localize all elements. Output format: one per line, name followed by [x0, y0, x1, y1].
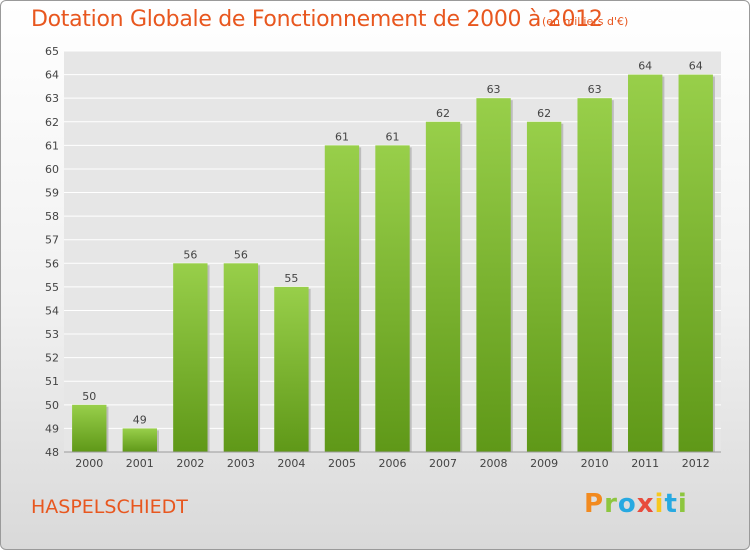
y-tick-label: 48 — [45, 446, 59, 459]
y-tick-label: 57 — [45, 234, 59, 247]
value-label: 63 — [588, 83, 602, 96]
value-label: 64 — [638, 60, 652, 73]
y-tick-label: 50 — [45, 399, 59, 412]
value-label: 49 — [133, 413, 147, 426]
logo-letter: t — [664, 489, 678, 519]
x-tick-label: 2007 — [429, 457, 457, 470]
bar-2007 — [425, 121, 461, 452]
x-tick-label: 2000 — [75, 457, 103, 470]
bar-2005 — [324, 145, 360, 452]
bars — [72, 74, 715, 453]
y-tick-label: 65 — [45, 45, 59, 58]
bar-2006 — [375, 145, 410, 452]
bar-2003 — [223, 263, 259, 452]
value-label: 56 — [183, 248, 197, 261]
x-tick-label: 2012 — [682, 457, 710, 470]
y-tick-label: 64 — [45, 69, 59, 82]
unit-note: (en milliers d'€) — [542, 15, 629, 28]
x-tick-label: 2001 — [126, 457, 154, 470]
commune-name: HASPELSCHIEDT — [31, 496, 188, 518]
value-label: 55 — [284, 272, 298, 285]
x-tick-label: 2003 — [227, 457, 255, 470]
value-label: 61 — [386, 130, 400, 143]
bar-2008 — [476, 98, 511, 453]
x-tick-label: 2011 — [631, 457, 659, 470]
logo-letter: x — [636, 489, 655, 519]
logo-letter: i — [654, 489, 665, 519]
logo-letter: o — [617, 489, 637, 519]
value-label: 56 — [234, 248, 248, 261]
bar-2011 — [628, 74, 663, 453]
y-tick-label: 62 — [45, 116, 59, 129]
y-tick-label: 51 — [45, 375, 59, 388]
y-tick-label: 60 — [45, 163, 59, 176]
bar-2012 — [678, 74, 713, 453]
y-tick-label: 59 — [45, 187, 59, 200]
value-label: 64 — [689, 60, 703, 73]
y-tick-label: 61 — [45, 139, 59, 152]
y-tick-label: 54 — [45, 304, 59, 317]
value-label: 62 — [537, 107, 551, 120]
y-tick-label: 53 — [45, 328, 59, 341]
x-tick-label: 2005 — [328, 457, 356, 470]
logo-letter: P — [584, 489, 605, 519]
value-label: 50 — [82, 390, 96, 403]
x-tick-label: 2004 — [277, 457, 305, 470]
y-tick-label: 49 — [45, 422, 59, 435]
x-tick-label: 2006 — [379, 457, 407, 470]
y-tick-label: 55 — [45, 281, 59, 294]
logo-letter: r — [604, 489, 618, 519]
x-tick-label: 2010 — [581, 457, 609, 470]
x-tick-label: 2009 — [530, 457, 558, 470]
value-label: 61 — [335, 130, 349, 143]
bar-2009 — [526, 121, 562, 452]
bar-2010 — [577, 98, 612, 453]
bar-2001 — [122, 428, 157, 452]
y-tick-label: 58 — [45, 210, 59, 223]
chart-title: Dotation Globale de Fonctionnement de 20… — [31, 7, 603, 32]
logo-letter: i — [677, 489, 688, 519]
x-tick-labels: 2000 2001 2002 2003 2004 2005 2006 2007 2008 2009… — [75, 457, 709, 470]
x-tick-label: 2002 — [176, 457, 204, 470]
bar-2000 — [72, 404, 107, 452]
value-labels: 50 49 56 56 55 61 61 62 63 62 63 64 64 — [82, 60, 702, 427]
y-tick-labels: 48 49 50 51 52 53 54 55 56 57 58 59 60 61 62 63 64 65 — [45, 45, 59, 459]
x-tick-label: 2008 — [480, 457, 508, 470]
bar-2004 — [274, 286, 309, 452]
y-tick-label: 52 — [45, 352, 59, 365]
value-label: 63 — [487, 83, 501, 96]
proxiti-logo: Proxiti — [584, 489, 688, 519]
bar-2002 — [173, 263, 208, 452]
value-label: 62 — [436, 107, 450, 120]
y-tick-label: 63 — [45, 92, 59, 105]
y-tick-label: 56 — [45, 257, 59, 270]
